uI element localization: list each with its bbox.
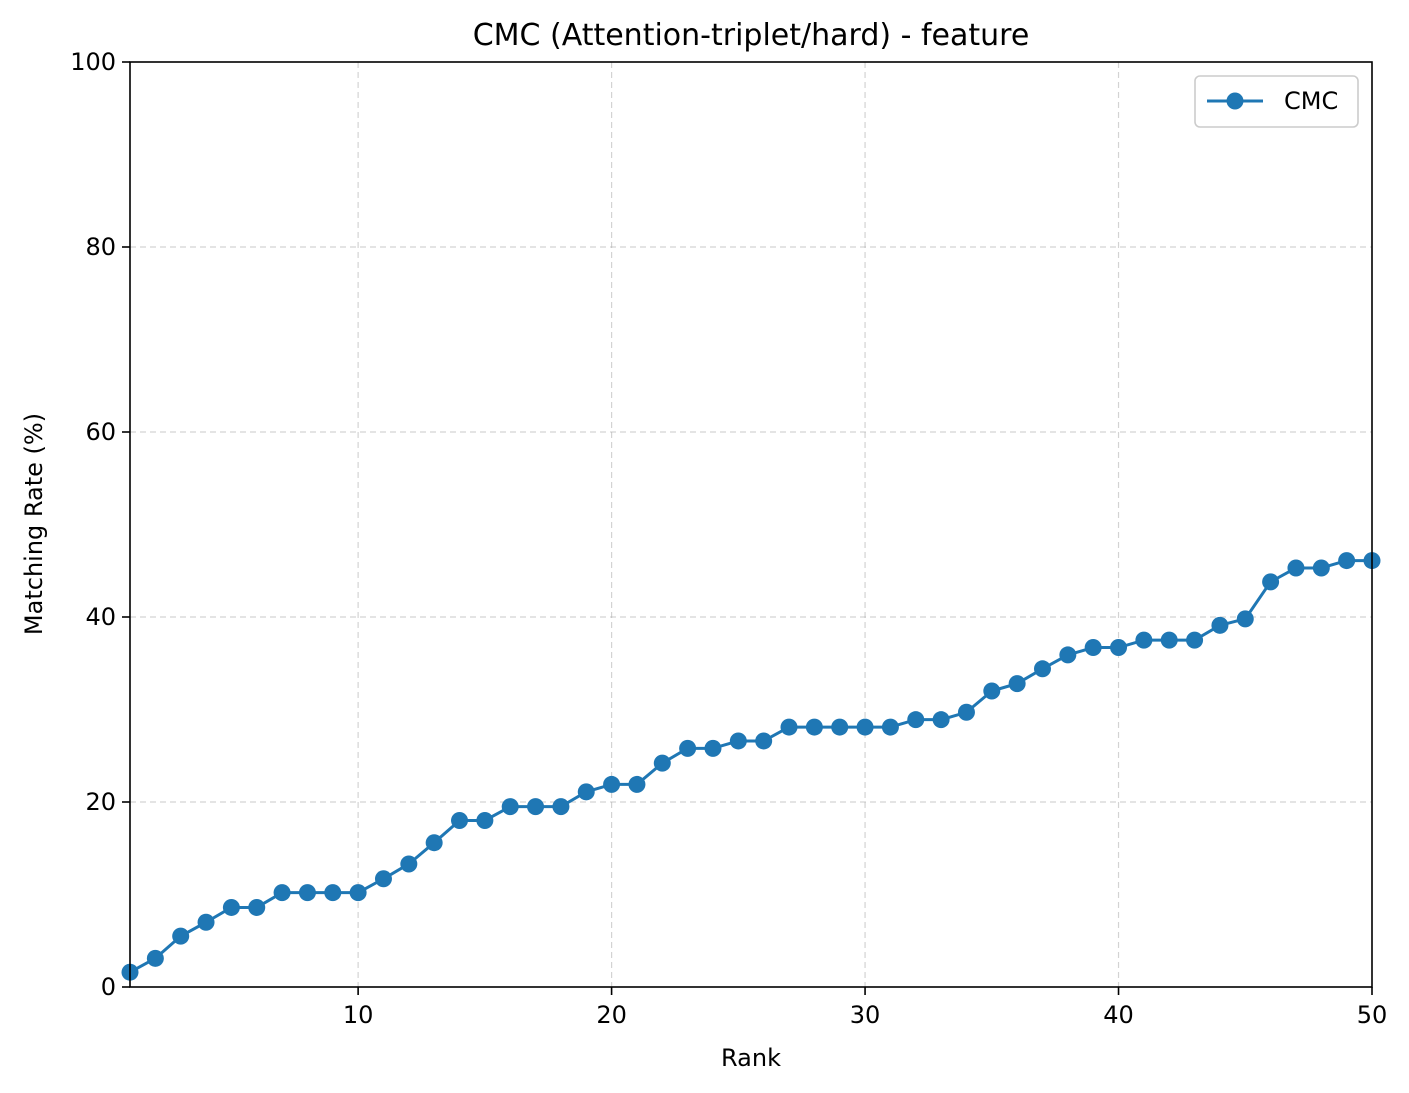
- data-point: [223, 899, 240, 916]
- x-tick-label: 50: [1357, 1001, 1388, 1029]
- data-point: [248, 899, 265, 916]
- data-point: [933, 711, 950, 728]
- x-axis-label: Rank: [721, 1044, 781, 1072]
- y-tick-label: 100: [70, 48, 116, 76]
- x-tick-label: 40: [1103, 1001, 1134, 1029]
- data-point: [755, 732, 772, 749]
- data-point: [1338, 552, 1355, 569]
- data-point: [578, 783, 595, 800]
- legend: CMC: [1195, 76, 1358, 127]
- data-point: [476, 812, 493, 829]
- data-point: [958, 704, 975, 721]
- data-point: [299, 884, 316, 901]
- y-tick-label: 0: [101, 973, 116, 1001]
- data-point: [1262, 573, 1279, 590]
- data-point: [426, 834, 443, 851]
- data-point: [350, 884, 367, 901]
- data-point: [1186, 632, 1203, 649]
- data-point: [1059, 646, 1076, 663]
- y-tick-label: 40: [85, 603, 116, 631]
- data-point: [147, 950, 164, 967]
- data-point: [1161, 632, 1178, 649]
- y-tick-label: 20: [85, 788, 116, 816]
- data-point: [628, 776, 645, 793]
- data-point: [400, 855, 417, 872]
- x-tick-label: 10: [343, 1001, 374, 1029]
- data-point: [451, 812, 468, 829]
- data-point: [704, 740, 721, 757]
- legend-label: CMC: [1284, 87, 1338, 115]
- data-point: [882, 719, 899, 736]
- data-point: [679, 740, 696, 757]
- data-point: [831, 719, 848, 736]
- data-point: [1287, 559, 1304, 576]
- data-point: [502, 798, 519, 815]
- data-point: [324, 884, 341, 901]
- data-point: [1211, 617, 1228, 634]
- data-point: [654, 755, 671, 772]
- legend-marker-swatch: [1227, 93, 1244, 110]
- data-point: [603, 776, 620, 793]
- data-point: [781, 719, 798, 736]
- data-point: [1009, 675, 1026, 692]
- data-point: [1237, 610, 1254, 627]
- data-point: [1110, 639, 1127, 656]
- data-point: [1135, 632, 1152, 649]
- x-tick-label: 30: [850, 1001, 881, 1029]
- x-tick-label: 20: [596, 1001, 627, 1029]
- y-tick-label: 80: [85, 233, 116, 261]
- data-point: [1313, 559, 1330, 576]
- data-point: [172, 928, 189, 945]
- y-axis-label: Matching Rate (%): [20, 413, 48, 635]
- data-point: [806, 719, 823, 736]
- data-point: [552, 798, 569, 815]
- data-point: [375, 870, 392, 887]
- chart-title: CMC (Attention-triplet/hard) - feature: [473, 18, 1030, 53]
- data-point: [983, 683, 1000, 700]
- y-tick-label: 60: [85, 418, 116, 446]
- data-point: [198, 914, 215, 931]
- data-point: [274, 884, 291, 901]
- data-point: [1034, 660, 1051, 677]
- data-point: [1085, 639, 1102, 656]
- data-point: [907, 711, 924, 728]
- data-point: [730, 732, 747, 749]
- data-point: [857, 719, 874, 736]
- data-point: [527, 798, 544, 815]
